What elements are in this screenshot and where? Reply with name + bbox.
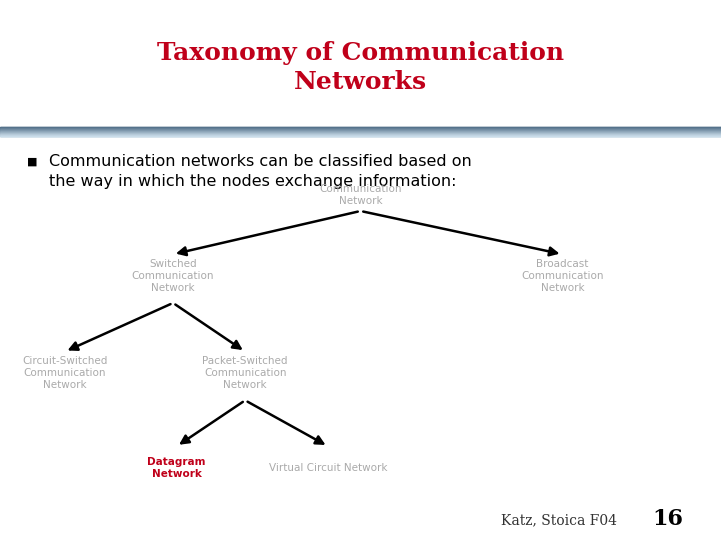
Text: ■: ■ <box>27 157 38 167</box>
Text: Circuit-Switched
Communication
Network: Circuit-Switched Communication Network <box>22 357 107 390</box>
Text: Communication
Network: Communication Network <box>319 184 402 206</box>
Text: Katz, Stoica F04: Katz, Stoica F04 <box>501 513 617 527</box>
Text: Broadcast
Communication
Network: Broadcast Communication Network <box>521 259 603 293</box>
Text: Packet-Switched
Communication
Network: Packet-Switched Communication Network <box>203 357 288 390</box>
Text: Taxonomy of Communication
Networks: Taxonomy of Communication Networks <box>157 41 564 94</box>
Text: Switched
Communication
Network: Switched Communication Network <box>132 259 214 293</box>
Text: Virtual Circuit Network: Virtual Circuit Network <box>269 463 387 473</box>
Text: 16: 16 <box>653 508 684 530</box>
Text: Communication networks can be classified based on
the way in which the nodes exc: Communication networks can be classified… <box>49 154 472 189</box>
Text: Datagram
Network: Datagram Network <box>147 457 206 479</box>
